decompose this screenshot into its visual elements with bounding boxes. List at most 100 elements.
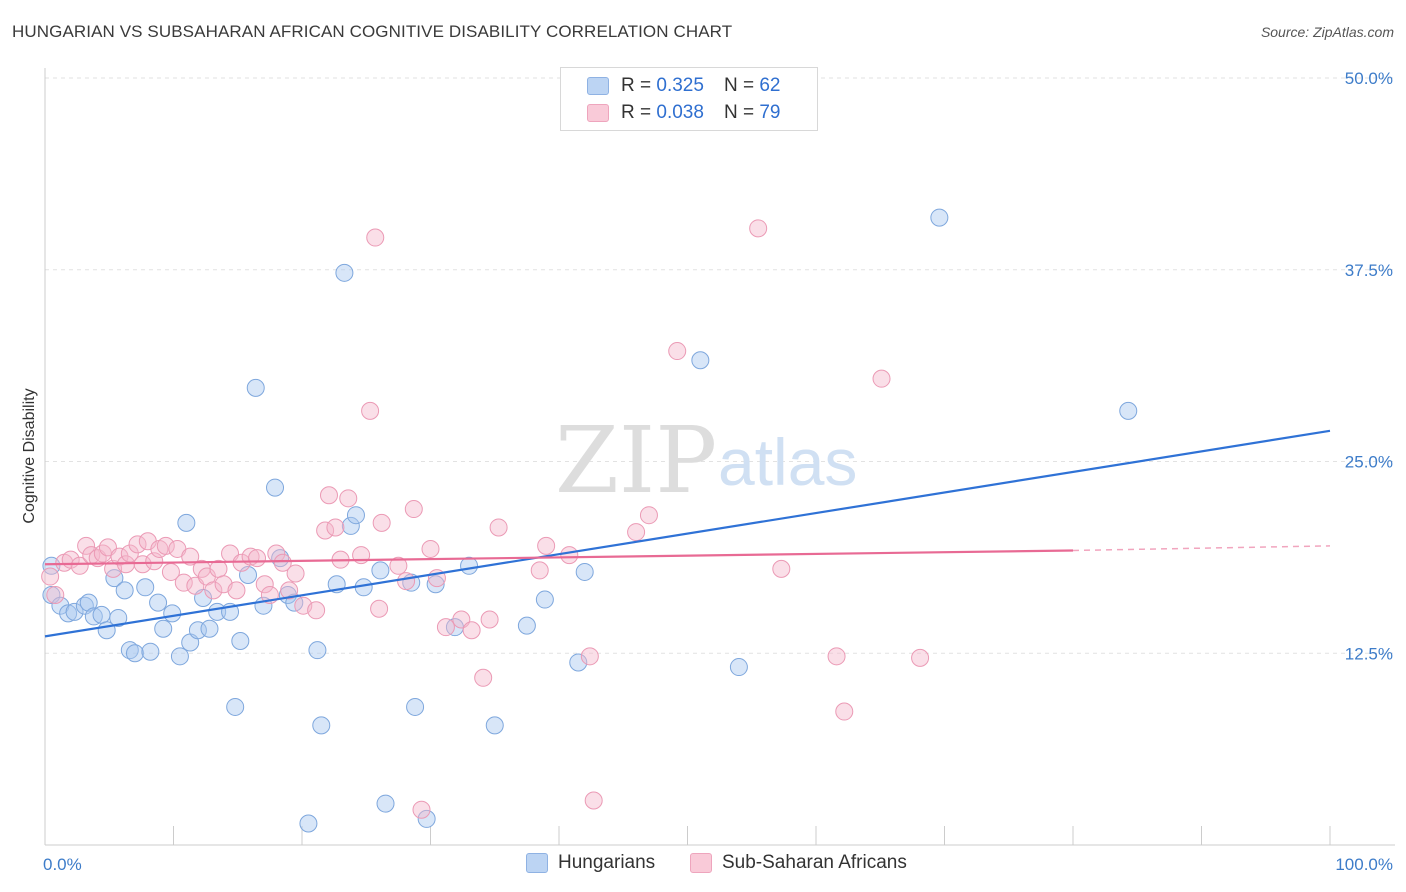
x-tick-label: 100.0% [1335,855,1393,874]
hungarian-point [266,478,285,497]
subsaharan-point [580,647,599,666]
watermark-atlas: atlas [718,425,857,499]
hungarian-point [84,607,103,626]
x-tick-label: 0.0% [43,855,82,874]
hungarian-point [163,604,182,623]
watermark: ZIP atlas [555,407,857,514]
legend-label-hungarians: Hungarians [558,852,656,873]
y-tick-label: 37.5% [1345,261,1393,280]
source-label: Source: ZipAtlas.com [1260,24,1394,40]
watermark-zip: ZIP [555,407,717,514]
hungarian-point [154,619,173,638]
hungarian-point [200,619,219,638]
hungarian-point [517,616,536,635]
hungarian-point [65,602,84,621]
legend-swatch-hungarians [526,853,548,873]
legend-swatch-subsaharan [587,104,609,122]
hungarian-point [485,716,504,735]
subsaharan-point [46,585,65,604]
subsaharan-point [389,556,408,575]
subsaharan-point [436,618,455,637]
subsaharan-point [480,610,499,629]
legend-item-subsaharan: Sub-Saharan Africans [690,852,907,874]
subsaharan-point [133,555,152,574]
hungarian-point [226,697,245,716]
hungarian-point [575,562,594,581]
subsaharan-point [77,536,96,555]
hungarian-point [691,351,710,370]
subsaharan-point [911,648,930,667]
hungarian-point [92,605,111,624]
subsaharan-point [174,573,193,592]
legend-n-label: N = [723,102,755,123]
subsaharan-point [248,549,267,568]
subsaharan-point [489,518,508,537]
hungarian-point [376,794,395,813]
hungarian-point [335,263,354,282]
legend-item-hungarians: Hungarians [526,852,655,874]
subsaharan-point [835,702,854,721]
subsaharan-point [307,601,326,620]
hungarian-point [115,581,134,600]
hungarian-point [535,590,554,609]
y-tick-label: 12.5% [1345,644,1393,663]
legend-r-label: R = [621,75,652,96]
subsaharan-point [41,567,60,586]
subsaharan-point [462,621,481,640]
hungarian-point [299,814,318,833]
hungarian-point [426,575,445,594]
subsaharan-point [560,546,579,565]
subsaharan-point [273,553,292,572]
subsaharan-point [872,369,891,388]
legend-r-value: 0.325 [656,75,704,96]
hungarian-point [406,697,425,716]
hungarian-point [417,809,436,828]
subsaharan-point [421,539,440,558]
y-axis-label: Cognitive Disability [21,388,38,523]
subsaharan-point [280,581,299,600]
hungarian-point [231,631,250,650]
subsaharan-point [110,547,129,566]
subsaharan-point [772,559,791,578]
subsaharan-point [128,535,147,554]
subsaharan-point [627,523,646,542]
subsaharan-point [537,536,556,555]
hungarian-point [188,621,207,640]
legend-r-label: R = [621,102,652,123]
hungarian-point [120,641,139,660]
hungarian-point [105,569,124,588]
chart-title: HUNGARIAN VS SUBSAHARAN AFRICAN COGNITIV… [12,22,733,41]
subsaharan-point [227,581,246,600]
subsaharan-point [397,572,416,591]
hungarian-point [1119,401,1138,420]
hungarian-point [141,642,160,661]
hungarian-point [308,641,327,660]
series-subsaharan-points [41,219,930,819]
hungarian-point [312,716,331,735]
legend-swatch-hungarians [587,77,609,95]
hungarian-point [460,556,479,575]
subsaharan-point [668,342,687,361]
hungarian-point [341,516,360,535]
subsaharan-point [316,521,335,540]
hungarian-point [79,593,98,612]
subsaharan-point [749,219,768,238]
series-legend: Hungarians Sub-Saharan Africans [0,852,1406,876]
stats-legend: R = 0.325 N = 62 R = 0.038 N = 79 [560,67,818,131]
hungarian-point [59,604,78,623]
subsaharan-point [584,791,603,810]
subsaharan-point [286,564,305,583]
hungarian-point [729,658,748,677]
subsaharan-point [319,486,338,505]
hungarian-point [371,561,390,580]
legend-n-value: 79 [759,102,781,123]
y-tick-label: 50.0% [1345,69,1393,88]
subsaharan-point [366,228,385,247]
subsaharan-point [412,800,431,819]
hungarian-point [125,644,144,663]
subsaharan-point [639,506,658,525]
subsaharan-point [181,547,200,566]
legend-swatch-subsaharan [690,853,712,873]
hungarian-point [136,578,155,597]
